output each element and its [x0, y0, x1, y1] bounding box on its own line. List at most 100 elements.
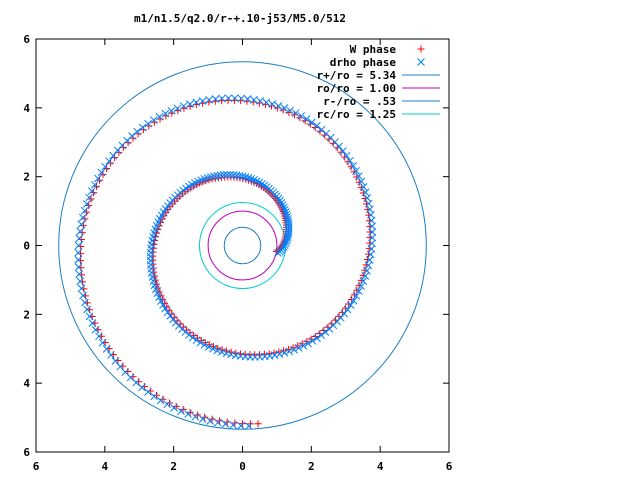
drho-phase-point — [173, 104, 182, 113]
w-phase-point — [77, 250, 85, 258]
drho-phase-point — [155, 293, 163, 302]
w-phase-point — [344, 158, 352, 166]
drho-phase-point — [97, 168, 106, 177]
w-phase-point — [146, 387, 154, 395]
drho-phase-point — [279, 203, 288, 212]
w-phase-point — [345, 300, 353, 308]
drho-phase-point — [291, 109, 300, 117]
y-tick-label: 2 — [23, 171, 30, 184]
drho-phase-point — [74, 248, 83, 257]
drho-phase-point — [232, 171, 241, 180]
data-points — [74, 94, 377, 430]
drho-phase-point — [166, 312, 175, 320]
drho-phase-point — [256, 97, 265, 105]
w-phase-point — [273, 104, 281, 112]
drho-phase-point — [349, 161, 358, 170]
drho-phase-point — [74, 241, 83, 250]
drho-phase-point — [75, 234, 84, 243]
drho-phase-point — [290, 345, 298, 354]
drho-phase-point — [302, 115, 311, 123]
series-drho-phase — [74, 94, 377, 430]
x-tick-label: 2 — [170, 460, 177, 473]
drho-phase-point — [250, 176, 258, 184]
circle-ro-radius — [207, 210, 278, 281]
drho-phase-point — [346, 301, 355, 309]
drho-phase-point — [213, 171, 222, 180]
drho-phase-point — [161, 109, 170, 118]
x-tick-label: 2 — [308, 460, 315, 473]
w-phase-point — [77, 243, 85, 251]
drho-phase-point — [144, 388, 152, 396]
drho-phase-point — [244, 173, 253, 182]
circle-r-radius — [223, 226, 262, 265]
drho-phase-point — [133, 127, 142, 136]
drho-phase-point — [218, 348, 226, 356]
drho-phase-point — [361, 188, 370, 197]
drho-phase-point — [74, 255, 83, 264]
drho-phase-point — [317, 331, 326, 340]
drho-phase-point — [283, 212, 292, 221]
drho-phase-point — [363, 266, 371, 275]
drho-phase-point — [185, 331, 193, 339]
drho-phase-point — [196, 338, 205, 347]
drho-phase-point — [260, 181, 269, 190]
x-tick-label: 6 — [33, 460, 40, 473]
drho-phase-point — [74, 263, 83, 271]
drho-phase-point — [243, 95, 252, 103]
drho-phase-point — [280, 349, 289, 357]
drho-phase-point — [153, 289, 162, 298]
drho-phase-point — [343, 305, 352, 314]
legend-label: r-/ro = .53 — [323, 95, 396, 108]
drho-phase-point — [167, 106, 176, 115]
drho-phase-point — [76, 227, 84, 236]
drho-phase-point — [151, 285, 160, 294]
w-phase-point — [294, 342, 302, 350]
drho-phase-point — [95, 332, 103, 341]
drho-phase-point — [138, 123, 147, 132]
drho-phase-point — [79, 291, 87, 300]
drho-phase-point — [299, 341, 308, 350]
drho-phase-point — [83, 305, 91, 314]
drho-phase-point — [206, 417, 215, 425]
drho-phase-point — [213, 418, 222, 427]
drho-phase-point — [200, 340, 209, 349]
drho-phase-point — [227, 350, 235, 359]
drho-phase-point — [216, 171, 225, 180]
drho-phase-point — [85, 193, 94, 202]
drho-phase-point — [294, 344, 303, 352]
drho-phase-point — [198, 415, 207, 423]
circle-r-radius — [58, 61, 427, 430]
drho-phase-point — [357, 282, 366, 291]
x-tick-label: 0 — [239, 460, 246, 473]
drho-phase-point — [184, 410, 192, 418]
legend-label: W phase — [350, 43, 397, 56]
drho-phase-point — [102, 345, 111, 353]
y-tick-label: 2 — [23, 308, 30, 321]
drho-phase-point — [275, 350, 284, 358]
drho-phase-point — [352, 167, 360, 175]
drho-phase-point — [284, 217, 293, 226]
drho-phase-point — [213, 346, 222, 355]
drho-phase-point — [211, 95, 220, 103]
w-phase-point — [129, 134, 137, 142]
y-tick-label: 4 — [23, 102, 30, 115]
drho-phase-point — [81, 298, 89, 307]
drho-phase-point — [163, 308, 172, 317]
drho-phase-point — [286, 106, 294, 115]
drho-phase-point — [308, 337, 317, 345]
drho-phase-point — [229, 421, 238, 429]
drho-phase-point — [312, 122, 321, 130]
drho-phase-point — [237, 421, 245, 430]
drho-phase-point — [354, 172, 363, 180]
drho-phase-point — [281, 239, 290, 248]
drho-phase-point — [88, 319, 97, 327]
drho-phase-point — [364, 199, 373, 208]
w-phase-point — [159, 395, 167, 403]
drho-phase-point — [77, 284, 86, 293]
drho-phase-point — [157, 297, 165, 305]
drho-phase-point — [90, 180, 99, 189]
drho-phase-point — [179, 102, 188, 110]
drho-phase-point — [87, 187, 96, 195]
